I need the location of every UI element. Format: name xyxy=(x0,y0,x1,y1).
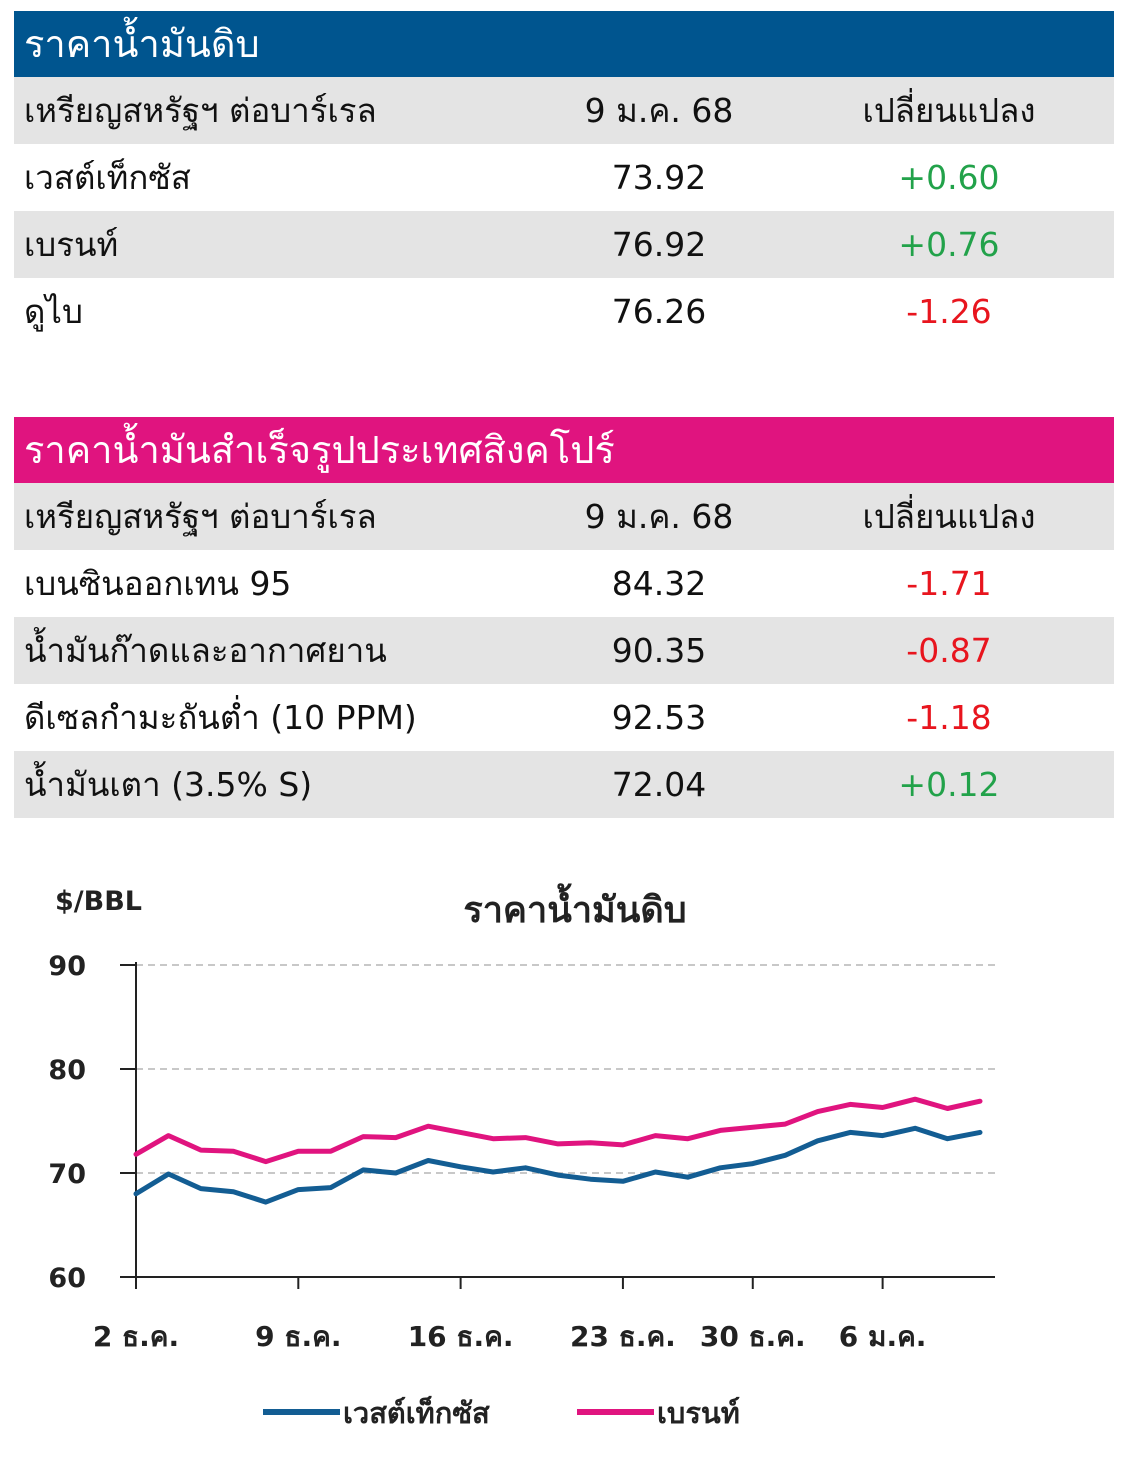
product-price: 90.35 xyxy=(611,631,707,670)
y-tick-label: 60 xyxy=(48,1263,86,1294)
chart-legend: เวสต์เท็กซัส เบรนท์ xyxy=(263,1395,740,1430)
x-tick-label: 16 ธ.ค. xyxy=(408,1320,514,1353)
x-tick-label: 30 ธ.ค. xyxy=(700,1320,806,1353)
header-change: เปลี่ยนแปลง xyxy=(862,497,1036,536)
product-name: เวสต์เท็กซัส xyxy=(24,158,191,197)
product-change: -1.18 xyxy=(906,698,992,737)
product-price: 92.53 xyxy=(611,698,707,737)
legend-label-wti: เวสต์เท็กซัส xyxy=(343,1395,490,1430)
header-unit: เหรียญสหรัฐฯ ต่อบาร์เรล xyxy=(24,497,377,536)
product-name: ดีเซลกำมะถันต่ำ (10 PPM) xyxy=(24,698,417,737)
product-name: เบนซินออกเทน 95 xyxy=(24,564,292,603)
table-row: เบนซินออกเทน 95 84.32 -1.71 xyxy=(14,550,1114,617)
product-price: 73.92 xyxy=(611,158,707,197)
brent-line xyxy=(133,1096,983,1165)
header-unit: เหรียญสหรัฐฯ ต่อบาร์เรล xyxy=(24,91,377,130)
wti-line xyxy=(133,1125,983,1205)
table-row: เวสต์เท็กซัส 73.92 +0.60 xyxy=(14,144,1114,211)
product-name: ดูไบ xyxy=(24,292,83,331)
series-lines xyxy=(133,1096,983,1205)
table-row: ดูไบ 76.26 -1.26 xyxy=(14,278,1114,345)
axes xyxy=(135,962,995,1278)
crude-table-header: เหรียญสหรัฐฯ ต่อบาร์เรล 9 ม.ค. 68 เปลี่ย… xyxy=(14,77,1114,144)
x-axis-ticks: 2 ธ.ค. 9 ธ.ค. 16 ธ.ค. 23 ธ.ค. 30 ธ.ค. 6 ม.ค. xyxy=(93,1277,927,1353)
product-price: 76.92 xyxy=(611,225,707,264)
y-tick-label: 70 xyxy=(48,1159,86,1190)
product-name: เบรนท์ xyxy=(24,225,119,264)
header-date: 9 ม.ค. 68 xyxy=(584,91,734,130)
product-change: -1.26 xyxy=(906,292,992,331)
crude-oil-price-chart: $/BBL ราคาน้ำมันดิบ 60 70 80 90 2 ธ.ค. 9 ธ.ค… xyxy=(48,883,995,1430)
singapore-products-table: ราคาน้ำมันสำเร็จรูปประเทศสิงคโปร์ เหรียญ… xyxy=(14,417,1114,818)
x-tick-label: 23 ธ.ค. xyxy=(570,1320,676,1353)
y-axis-ticks: 60 70 80 90 xyxy=(48,951,136,1294)
singapore-table-header: เหรียญสหรัฐฯ ต่อบาร์เรล 9 ม.ค. 68 เปลี่ย… xyxy=(14,483,1114,550)
x-tick-label: 9 ธ.ค. xyxy=(255,1320,341,1353)
legend-label-brent: เบรนท์ xyxy=(657,1396,740,1430)
crude-table-title: ราคาน้ำมันดิบ xyxy=(14,11,1114,77)
table-row: เบรนท์ 76.92 +0.76 xyxy=(14,211,1114,278)
product-price: 76.26 xyxy=(611,292,707,331)
x-tick-label: 6 ม.ค. xyxy=(839,1320,927,1353)
product-change: -1.71 xyxy=(906,564,992,603)
product-price: 72.04 xyxy=(611,765,707,804)
header-date: 9 ม.ค. 68 xyxy=(584,497,734,536)
y-tick-label: 80 xyxy=(48,1055,86,1086)
x-tick-label: 2 ธ.ค. xyxy=(93,1320,179,1353)
product-name: น้ำมันเตา (3.5% S) xyxy=(24,765,313,804)
y-tick-label: 90 xyxy=(48,951,86,982)
product-change: +0.60 xyxy=(898,158,1000,197)
product-name: น้ำมันก๊าดและอากาศยาน xyxy=(24,631,387,670)
y-axis-unit-label: $/BBL xyxy=(55,886,142,917)
table-row: ดีเซลกำมะถันต่ำ (10 PPM) 92.53 -1.18 xyxy=(14,684,1114,751)
product-change: +0.76 xyxy=(898,225,1000,264)
product-change: -0.87 xyxy=(906,631,992,670)
chart-title: ราคาน้ำมันดิบ xyxy=(463,883,686,931)
table-row: น้ำมันเตา (3.5% S) 72.04 +0.12 xyxy=(14,751,1114,818)
header-change: เปลี่ยนแปลง xyxy=(862,91,1036,130)
table-row: น้ำมันก๊าดและอากาศยาน 90.35 -0.87 xyxy=(14,617,1114,684)
product-change: +0.12 xyxy=(898,765,1000,804)
crude-oil-table: ราคาน้ำมันดิบ เหรียญสหรัฐฯ ต่อบาร์เรล 9 … xyxy=(14,11,1114,345)
product-price: 84.32 xyxy=(611,564,707,603)
singapore-table-title: ราคาน้ำมันสำเร็จรูปประเทศสิงคโปร์ xyxy=(14,417,1114,483)
